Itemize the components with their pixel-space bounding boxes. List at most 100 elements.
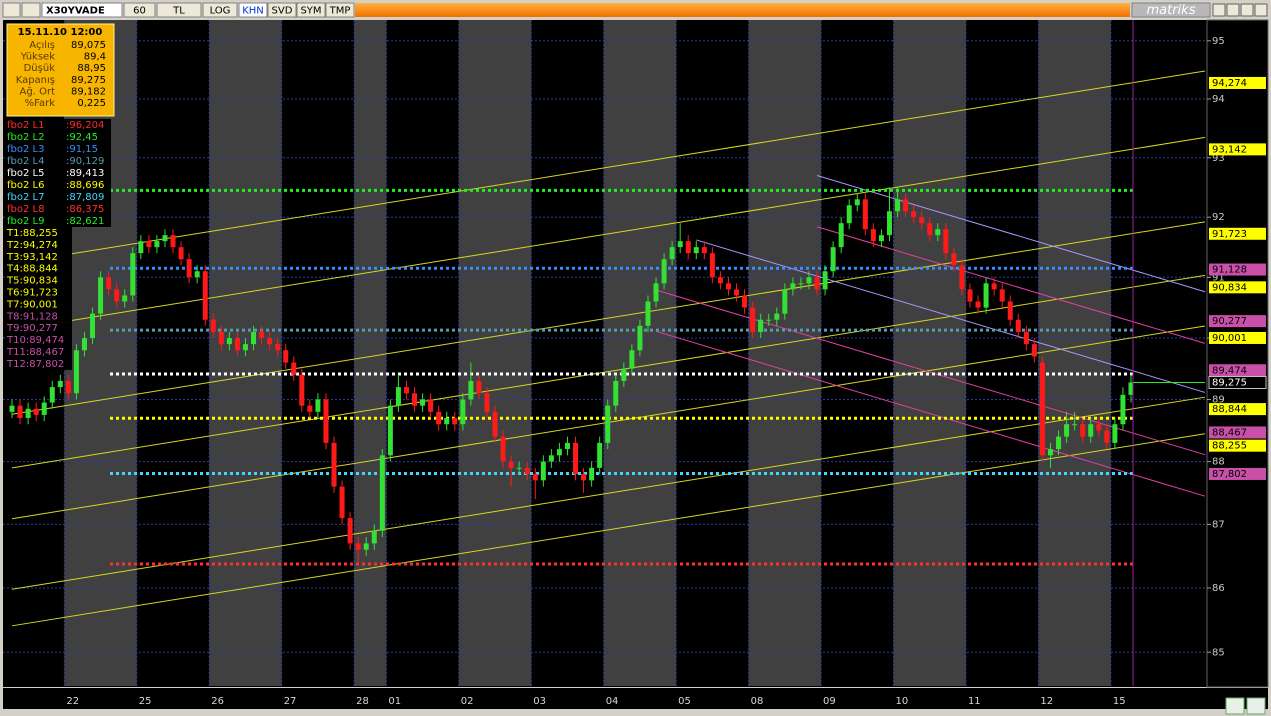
trend-line bbox=[11, 70, 1206, 264]
candle-body bbox=[476, 380, 482, 394]
legend-row bbox=[6, 143, 111, 155]
trend-line bbox=[11, 433, 1206, 627]
maximize-button[interactable] bbox=[1240, 3, 1254, 17]
trend-line bbox=[655, 330, 1206, 497]
candle-body bbox=[830, 247, 836, 272]
candle-body bbox=[597, 442, 603, 468]
candle-body bbox=[371, 530, 377, 544]
zoom-button[interactable] bbox=[1246, 697, 1266, 715]
candle-body bbox=[613, 380, 619, 406]
candle-body bbox=[25, 408, 31, 419]
legend-row bbox=[6, 357, 72, 370]
candle-body bbox=[701, 247, 707, 254]
toolbar-button[interactable] bbox=[123, 2, 156, 18]
candle-body bbox=[838, 223, 844, 248]
toolbar-button-label: 60 bbox=[133, 6, 146, 17]
toolbar-button[interactable] bbox=[202, 2, 238, 18]
legend-row bbox=[6, 286, 72, 299]
info-value: 0,225 bbox=[77, 98, 106, 109]
fibo-value: :89,413 bbox=[66, 168, 104, 179]
candle-body bbox=[154, 241, 160, 248]
x-tick-label: 02 bbox=[461, 696, 474, 707]
fibo-name: fbo2 L1 bbox=[7, 120, 44, 131]
fibo-value: :88,696 bbox=[66, 180, 104, 191]
candle-body bbox=[331, 442, 337, 487]
axis-value-label: 91,128 bbox=[1212, 265, 1247, 276]
refresh-button[interactable] bbox=[1225, 697, 1245, 715]
info-value: 89,275 bbox=[71, 75, 106, 86]
x-tick-label: 28 bbox=[356, 696, 369, 707]
toolbar-button-label: LOG bbox=[210, 6, 231, 17]
candle-body bbox=[999, 289, 1005, 302]
candle-body bbox=[975, 301, 981, 308]
candle-body bbox=[782, 289, 788, 314]
candle-body bbox=[162, 235, 168, 242]
info-value: 89,182 bbox=[71, 86, 106, 97]
last-price-box bbox=[1208, 375, 1267, 389]
candle-body bbox=[991, 283, 997, 290]
candle-body bbox=[283, 350, 289, 363]
candle-body bbox=[983, 283, 989, 308]
dropdown-button[interactable] bbox=[1212, 3, 1226, 17]
candle-body bbox=[65, 380, 71, 394]
info-label: Yüksek bbox=[20, 52, 55, 63]
candle-body bbox=[98, 277, 104, 314]
candle-body bbox=[1112, 424, 1118, 443]
legend-row bbox=[6, 131, 111, 143]
candle-body bbox=[178, 247, 184, 260]
axis-value-box bbox=[1209, 143, 1266, 156]
toolbar-button[interactable] bbox=[325, 2, 355, 18]
candle-body bbox=[911, 211, 917, 218]
print-icon[interactable] bbox=[21, 2, 41, 18]
legend-row bbox=[6, 274, 72, 287]
candle-body bbox=[645, 301, 651, 326]
toolbar-button[interactable] bbox=[296, 2, 326, 18]
candle-body bbox=[927, 223, 933, 236]
x-tick-label: 25 bbox=[139, 696, 152, 707]
toolbar-button[interactable] bbox=[267, 2, 297, 18]
minimize-button[interactable] bbox=[1226, 3, 1240, 17]
candle-body bbox=[709, 253, 715, 278]
candle-body bbox=[846, 205, 852, 224]
fibo-value: :86,375 bbox=[66, 204, 104, 215]
toolbar-button-label: TMP bbox=[329, 6, 351, 17]
fibo-name: fbo2 L8 bbox=[7, 204, 44, 215]
candle-body bbox=[226, 338, 232, 345]
symbol-field[interactable] bbox=[41, 2, 123, 18]
toolbar-button[interactable] bbox=[156, 2, 202, 18]
candle-body bbox=[452, 418, 458, 425]
window-icon[interactable] bbox=[2, 2, 21, 18]
candle-body bbox=[1064, 424, 1070, 437]
candle-body bbox=[540, 461, 546, 481]
candle-body bbox=[814, 277, 820, 290]
candle-body bbox=[275, 344, 281, 351]
info-label: Kapanış bbox=[16, 75, 55, 86]
candle-body bbox=[251, 331, 257, 345]
candle-body bbox=[1120, 394, 1126, 425]
candle-body bbox=[347, 518, 353, 544]
trend-legend: T6:91,723 bbox=[6, 288, 58, 299]
axis-value-label: 93,142 bbox=[1212, 144, 1247, 155]
info-label: Ağ. Ort bbox=[20, 85, 56, 97]
candle-body bbox=[573, 442, 579, 475]
axis-value-box bbox=[1209, 403, 1266, 416]
axis-value-box bbox=[1209, 227, 1266, 240]
close-button[interactable] bbox=[1254, 3, 1268, 17]
candle-body bbox=[878, 235, 884, 242]
y-tick-label: 93 bbox=[1212, 153, 1225, 164]
trend-legend: T8:91,128 bbox=[6, 311, 58, 322]
x-tick-label: 05 bbox=[678, 696, 691, 707]
axis-value-label: 90,277 bbox=[1212, 316, 1247, 327]
legend-row bbox=[6, 215, 111, 227]
candle-body bbox=[806, 277, 812, 284]
axis-value-label: 88,467 bbox=[1212, 427, 1247, 438]
legend-row bbox=[6, 191, 111, 203]
toolbar-button-label: KHN bbox=[242, 6, 264, 17]
toolbar-button[interactable] bbox=[238, 2, 268, 18]
candle-body bbox=[581, 474, 587, 481]
fibo-name: fbo2 L7 bbox=[7, 192, 44, 203]
candle-body bbox=[146, 241, 152, 248]
legend-row bbox=[6, 155, 111, 167]
candle-body bbox=[1023, 331, 1029, 345]
